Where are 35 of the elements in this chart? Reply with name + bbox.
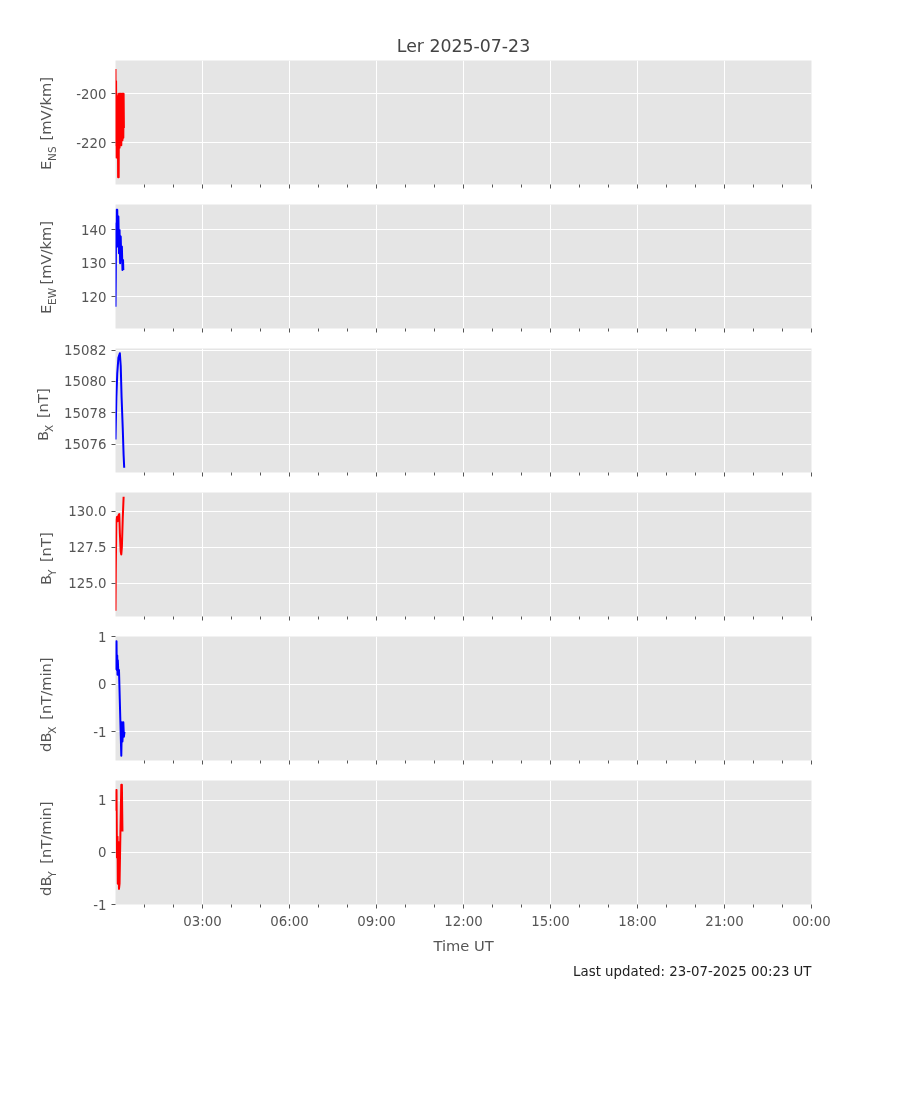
y-tick-label: -220 bbox=[76, 135, 107, 151]
text: Last updated: 23-07-2025 00:23 UT bbox=[573, 963, 813, 979]
y-tick-label: 125.0 bbox=[68, 576, 107, 592]
y-axis-title: dBX [nT/min] bbox=[36, 657, 58, 752]
y-axis-title: BX [nT] bbox=[34, 388, 55, 442]
y-tick-label: 140 bbox=[81, 222, 107, 238]
y-tick-label: 127.5 bbox=[68, 540, 107, 556]
x-tick-label: 18:00 bbox=[618, 913, 657, 929]
y-axis-title: dBY [nT/min] bbox=[36, 801, 58, 896]
y-tick-label: 130 bbox=[81, 256, 107, 272]
y-tick-label: 130.0 bbox=[68, 504, 107, 520]
x-tick-label: 06:00 bbox=[270, 913, 309, 929]
y-tick-label: 15076 bbox=[64, 437, 107, 453]
y-tick-label: 15080 bbox=[64, 374, 107, 390]
x-tick-label: 09:00 bbox=[357, 913, 396, 929]
x-tick-label: 21:00 bbox=[705, 913, 744, 929]
y-tick-label: 120 bbox=[81, 289, 107, 305]
y-axis-title: ENS [mV/km] bbox=[36, 76, 58, 171]
y-tick-label: -1 bbox=[93, 724, 107, 740]
y-tick-label: 1 bbox=[98, 629, 107, 645]
x-tick-label: 12:00 bbox=[444, 913, 483, 929]
x-axis-title: Time UT bbox=[432, 936, 494, 954]
x-tick-label: 15:00 bbox=[531, 913, 570, 929]
y-tick-label: 0 bbox=[98, 845, 107, 861]
y-tick-label: -1 bbox=[93, 897, 107, 913]
x-tick-label: 03:00 bbox=[183, 913, 222, 929]
y-axis-title: BY [nT] bbox=[36, 532, 58, 586]
y-tick-label: 15078 bbox=[64, 405, 107, 421]
y-tick-label: 1 bbox=[98, 793, 107, 809]
y-tick-label: -200 bbox=[76, 86, 107, 102]
y-axis-title: EEW [mV/km] bbox=[36, 220, 58, 315]
chart-title: Ler 2025-07-23 bbox=[396, 35, 531, 56]
x-tick-label: 00:00 bbox=[792, 913, 831, 929]
y-tick-label: 0 bbox=[98, 677, 107, 693]
y-tick-label: 15082 bbox=[64, 343, 107, 359]
